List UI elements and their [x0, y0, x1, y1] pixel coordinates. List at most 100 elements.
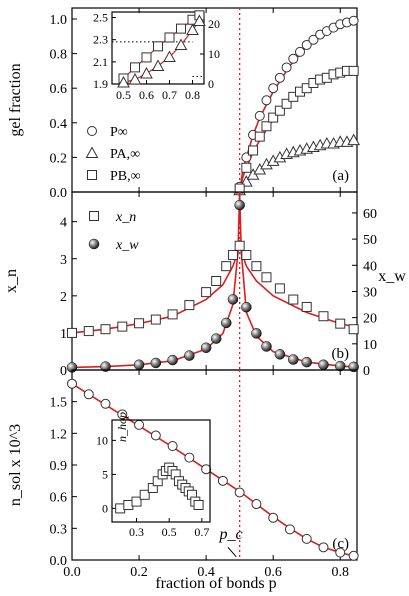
data-point [201, 287, 212, 298]
data-point [347, 133, 360, 146]
y-tick-label: 0 [60, 364, 67, 379]
y-tick-label: 0.0 [50, 554, 68, 569]
data-point [308, 34, 319, 45]
data-point [83, 326, 94, 337]
data-point [348, 65, 359, 76]
y-tick-label: 1.5 [50, 396, 68, 411]
data-point [134, 318, 145, 329]
annotation-pc: p_c [219, 526, 243, 543]
data-point [83, 389, 94, 400]
data-point [251, 328, 262, 339]
data-point [67, 327, 77, 338]
legend-marker [87, 170, 97, 180]
data-point [150, 357, 162, 369]
inset-frame [111, 419, 211, 523]
legend-label: PA,∞ [110, 147, 140, 162]
inset-point [193, 14, 206, 26]
y-tick-label: 1 [60, 327, 67, 342]
data-point [261, 341, 272, 352]
x-tick-label: 0.0 [63, 565, 81, 580]
data-point [254, 110, 265, 121]
inset-point [115, 503, 126, 514]
inset-y-tick-label: 2.3 [93, 33, 108, 47]
data-point [318, 311, 329, 322]
y-tick-label: 0.2 [50, 151, 68, 166]
data-point [261, 95, 272, 106]
inset-point [130, 62, 140, 73]
inset-y-tick-label: 10 [96, 433, 108, 447]
data-point [261, 272, 272, 283]
inset-y-tick-label: 5 [102, 467, 108, 481]
y-tick-label: 0.6 [50, 82, 68, 97]
data-point [150, 430, 161, 441]
inset-y-tick-label: 0 [102, 501, 108, 515]
x-tick-label: 0.2 [130, 565, 148, 580]
inset-frame [111, 11, 205, 85]
y-axis-label: x_n [3, 269, 20, 293]
data-point [335, 547, 346, 558]
x-tick-label: 0.8 [331, 565, 349, 580]
data-point [67, 378, 77, 389]
data-point [301, 356, 312, 368]
data-point [288, 53, 299, 64]
y2-tick-label: 10 [363, 338, 377, 353]
legend-label: x_n [115, 210, 136, 225]
inset-point [128, 72, 142, 85]
data-point [268, 112, 279, 123]
inset-x-tick-label: 0.5 [116, 88, 131, 102]
data-point [348, 550, 359, 561]
inset-point [131, 496, 142, 507]
inset-point [176, 23, 186, 34]
data-point [167, 441, 178, 451]
inset-y2-tick-label: 10 [208, 47, 220, 61]
inset-point [153, 41, 163, 52]
data-point [348, 15, 359, 26]
inset-point [123, 500, 134, 510]
data-point [184, 452, 195, 463]
legend-marker [87, 126, 97, 136]
data-point [184, 300, 195, 311]
data-point [254, 131, 265, 142]
panel-label: (a) [332, 168, 349, 184]
inset-y2-tick-label: 20 [208, 17, 220, 31]
inset-point [193, 500, 204, 510]
x-tick-label: 0.6 [264, 565, 282, 580]
y2-tick-label: 30 [363, 285, 377, 300]
x-axis-label: fraction of bonds p [155, 575, 276, 592]
data-point [348, 324, 359, 335]
data-point [318, 542, 329, 553]
annotation-arrow [227, 547, 237, 558]
data-point [241, 162, 252, 173]
data-point [301, 301, 312, 312]
data-point [117, 409, 128, 420]
inset-y2-tick-label: 0 [208, 77, 214, 91]
data-point [234, 199, 245, 211]
y-tick-label: 4 [60, 216, 67, 231]
fit-line [71, 383, 358, 558]
y-tick-label: 3 [60, 253, 67, 268]
data-point [301, 83, 312, 94]
y-tick-label: 0.9 [50, 459, 68, 474]
legend-marker [88, 238, 100, 250]
data-point [133, 359, 145, 371]
inset-x-tick-label: 0.3 [129, 525, 144, 539]
inset-point [163, 50, 176, 62]
inset-x-tick-label: 0.7 [194, 525, 209, 539]
inset-x-tick-label: 0.6 [139, 88, 154, 102]
data-point [241, 250, 252, 261]
y-tick-label: 0.3 [50, 522, 68, 537]
data-point [288, 354, 299, 365]
panel-label: (c) [332, 536, 349, 552]
data-point [261, 121, 272, 132]
panel-frame [71, 369, 358, 561]
inset-point [151, 59, 165, 71]
data-point [288, 91, 299, 102]
data-point [251, 261, 262, 272]
data-point [284, 524, 295, 535]
data-point [274, 283, 285, 294]
data-point [268, 83, 279, 94]
data-point [251, 499, 262, 510]
data-point [301, 39, 312, 50]
data-point [167, 354, 178, 366]
data-point [100, 398, 111, 409]
